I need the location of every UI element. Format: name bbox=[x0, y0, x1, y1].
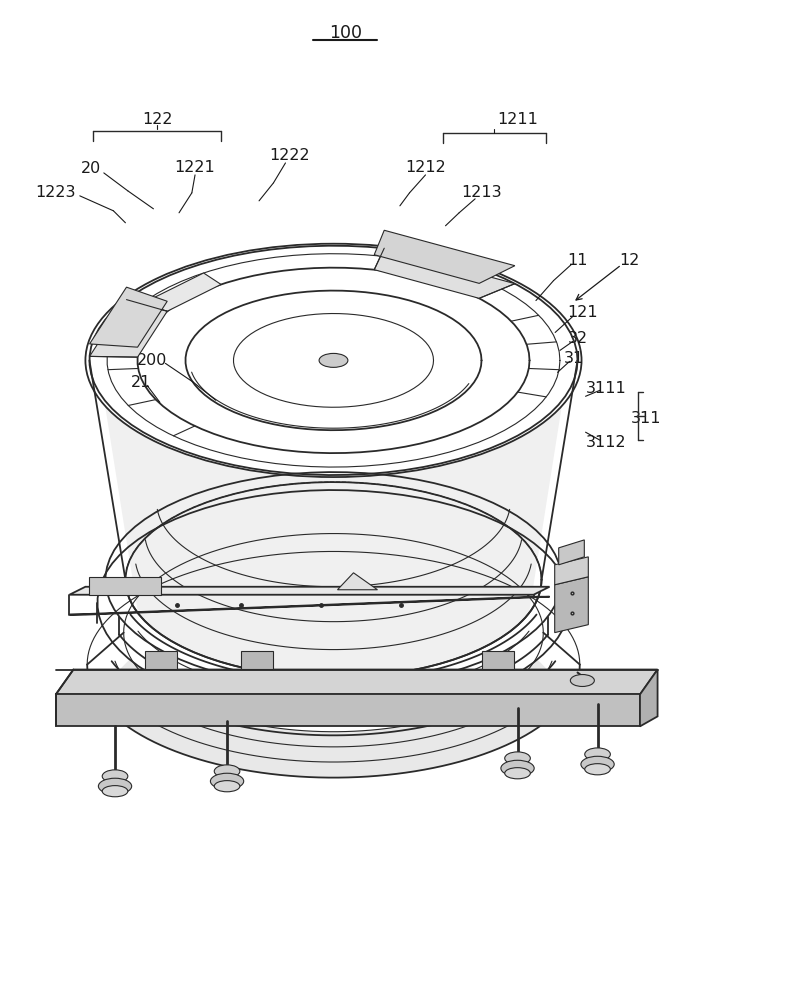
Ellipse shape bbox=[318, 353, 347, 367]
Text: 200: 200 bbox=[136, 353, 167, 368]
Polygon shape bbox=[69, 597, 549, 615]
Polygon shape bbox=[558, 540, 584, 565]
Polygon shape bbox=[554, 577, 588, 633]
Polygon shape bbox=[481, 651, 513, 669]
Ellipse shape bbox=[99, 778, 132, 794]
Ellipse shape bbox=[210, 773, 243, 789]
Polygon shape bbox=[337, 573, 377, 590]
Text: 122: 122 bbox=[142, 112, 172, 127]
Polygon shape bbox=[639, 670, 657, 726]
Polygon shape bbox=[89, 577, 161, 595]
Ellipse shape bbox=[569, 675, 593, 686]
Text: 1221: 1221 bbox=[175, 160, 215, 175]
Polygon shape bbox=[55, 670, 657, 694]
Polygon shape bbox=[145, 651, 177, 669]
Text: 1211: 1211 bbox=[496, 112, 537, 127]
Polygon shape bbox=[374, 230, 514, 283]
Polygon shape bbox=[95, 658, 571, 778]
Ellipse shape bbox=[504, 768, 529, 779]
Ellipse shape bbox=[214, 765, 240, 778]
Text: 1222: 1222 bbox=[269, 148, 310, 163]
Ellipse shape bbox=[580, 756, 614, 772]
Ellipse shape bbox=[584, 764, 610, 775]
Text: 1223: 1223 bbox=[35, 185, 76, 200]
Polygon shape bbox=[90, 287, 167, 347]
Text: 1212: 1212 bbox=[405, 160, 445, 175]
Text: 121: 121 bbox=[566, 305, 597, 320]
Text: 11: 11 bbox=[566, 253, 587, 268]
Polygon shape bbox=[141, 273, 221, 311]
Ellipse shape bbox=[102, 770, 128, 783]
Ellipse shape bbox=[584, 748, 610, 761]
Polygon shape bbox=[554, 557, 588, 585]
Ellipse shape bbox=[504, 752, 529, 765]
Text: 100: 100 bbox=[329, 24, 362, 42]
Text: 12: 12 bbox=[618, 253, 639, 268]
Polygon shape bbox=[55, 694, 639, 726]
Text: 311: 311 bbox=[630, 411, 660, 426]
Polygon shape bbox=[374, 248, 514, 298]
Ellipse shape bbox=[102, 786, 128, 797]
Ellipse shape bbox=[500, 760, 533, 776]
Ellipse shape bbox=[85, 244, 581, 477]
Polygon shape bbox=[69, 587, 549, 595]
Polygon shape bbox=[90, 300, 167, 357]
Polygon shape bbox=[104, 400, 562, 677]
Text: 31: 31 bbox=[564, 351, 584, 366]
Ellipse shape bbox=[214, 781, 240, 792]
Text: 21: 21 bbox=[131, 375, 152, 390]
Text: 3112: 3112 bbox=[585, 435, 626, 450]
Text: 32: 32 bbox=[567, 331, 587, 346]
Text: 1213: 1213 bbox=[460, 185, 501, 200]
Text: 20: 20 bbox=[81, 161, 101, 176]
Polygon shape bbox=[241, 651, 273, 669]
Text: 3111: 3111 bbox=[585, 381, 626, 396]
